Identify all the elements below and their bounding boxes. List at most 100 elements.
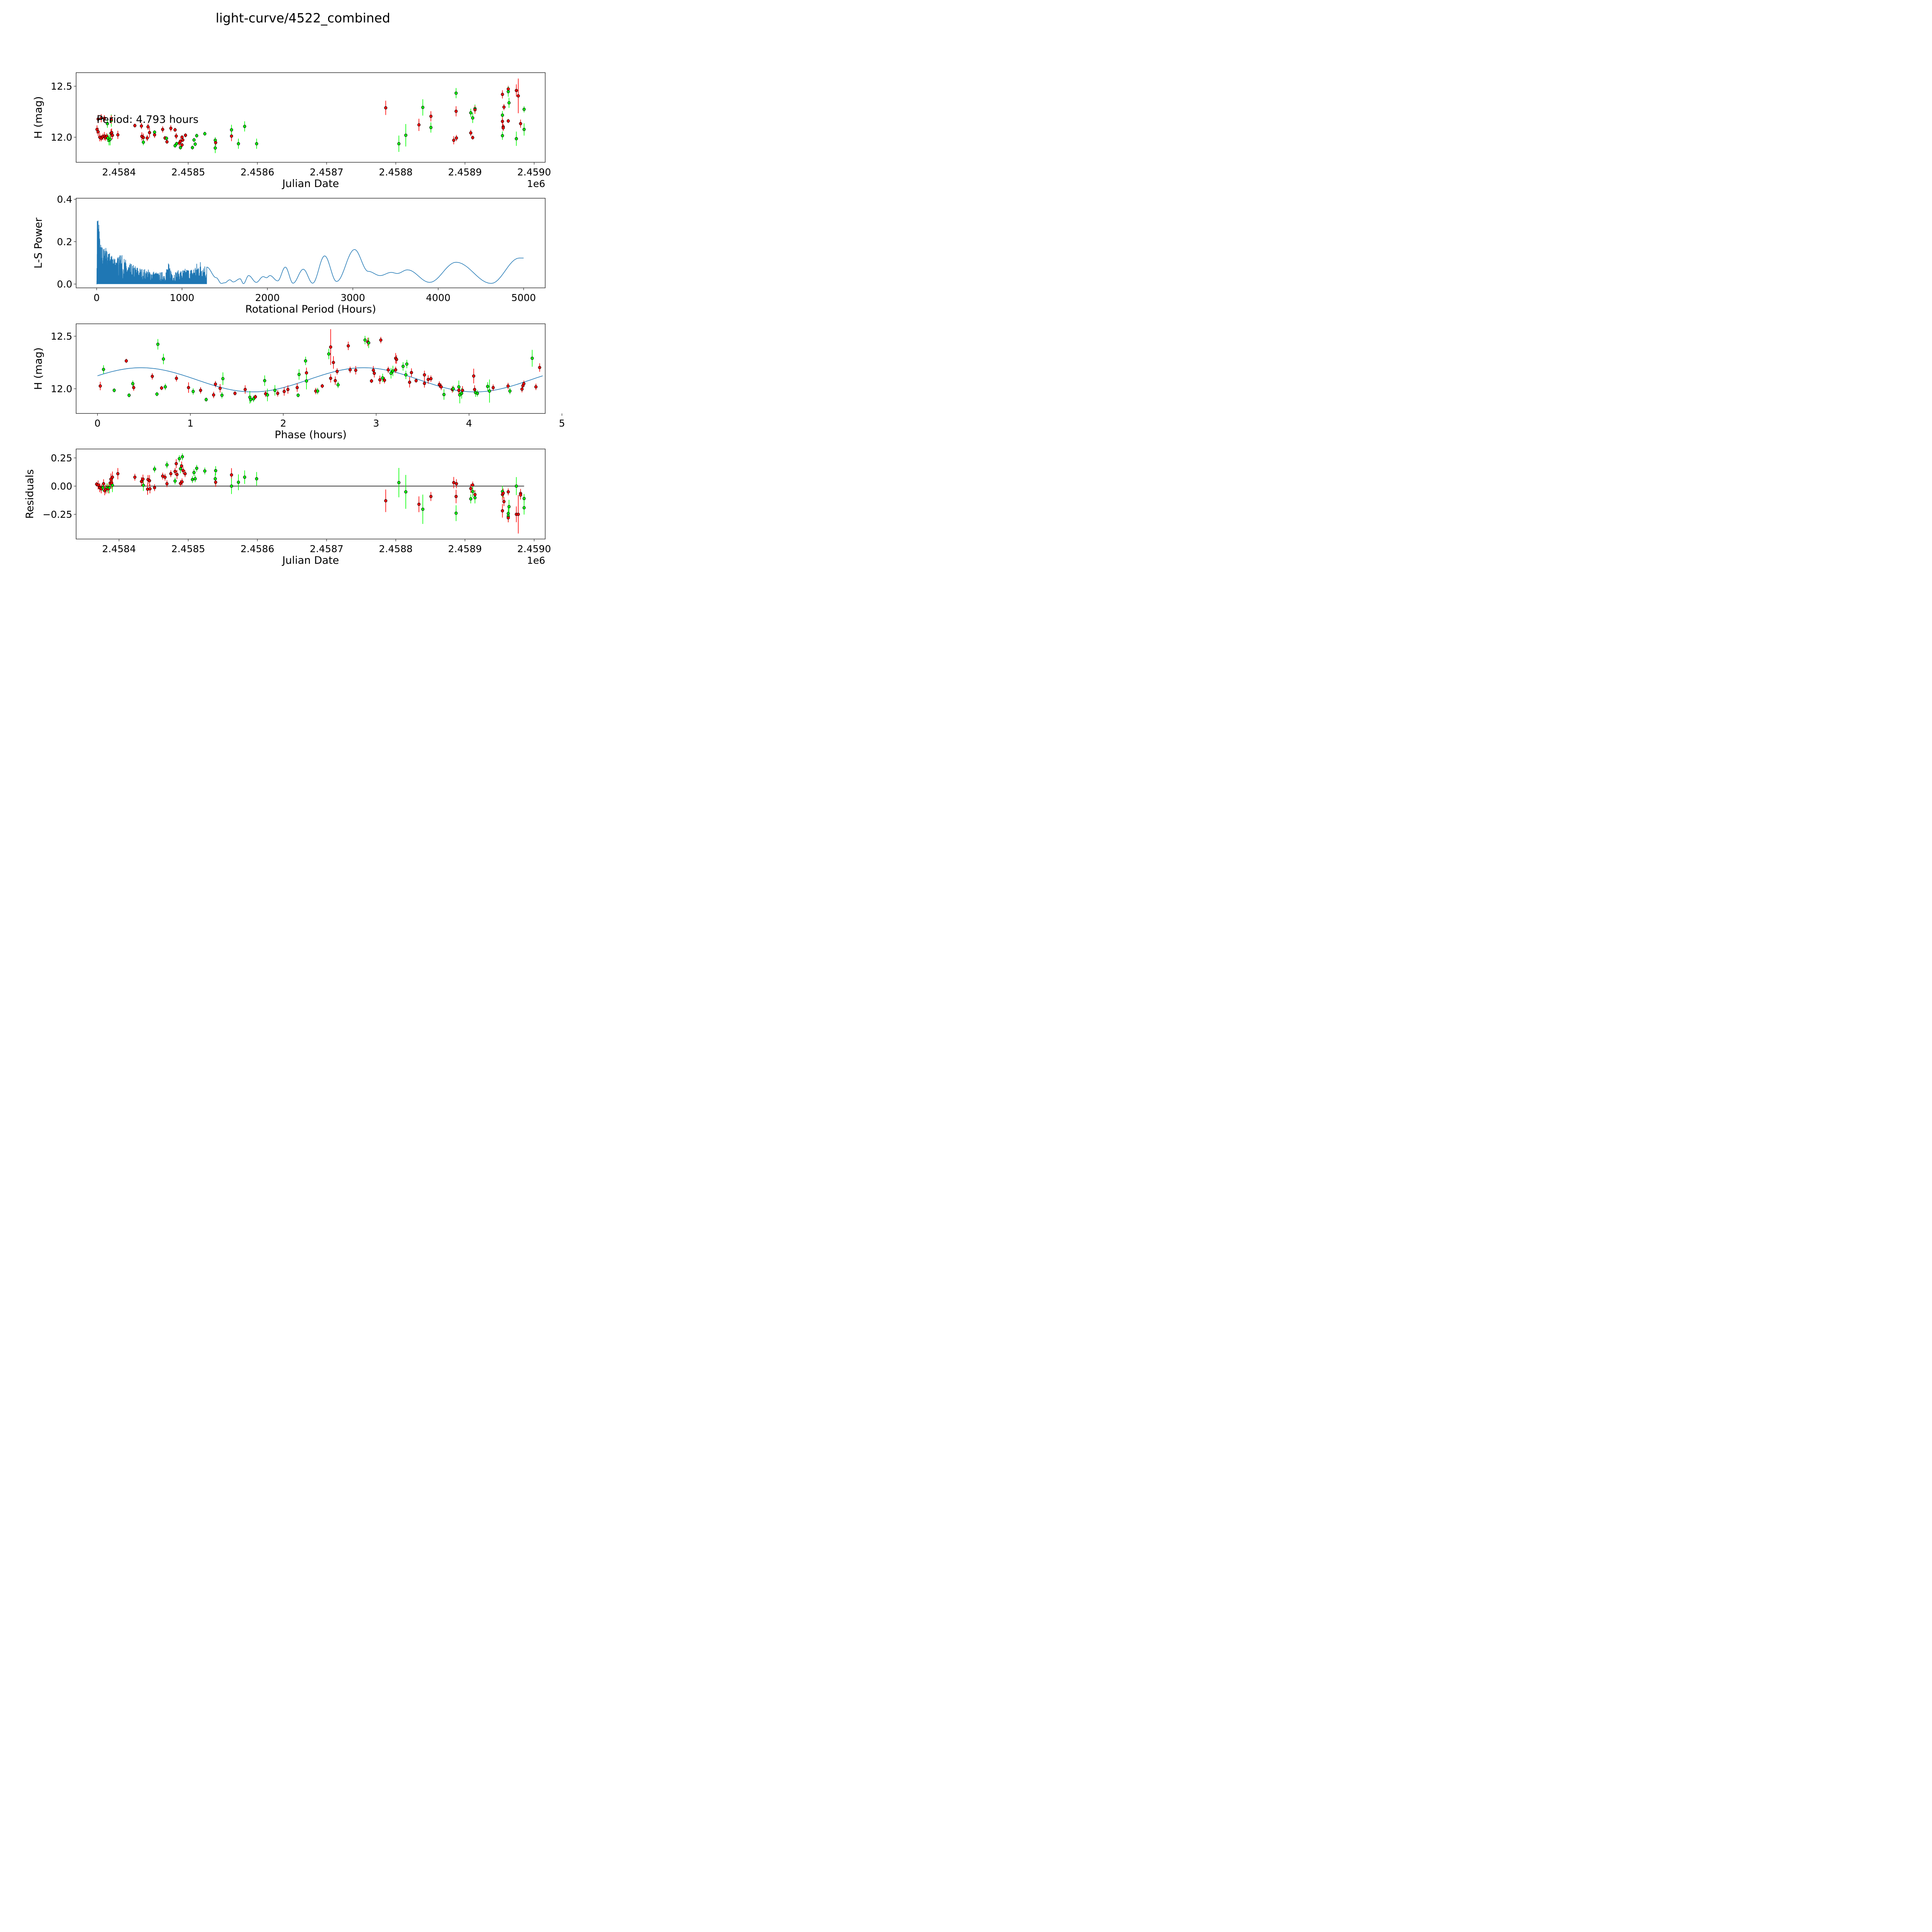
- data-point-red: [187, 386, 190, 389]
- data-point-red: [347, 344, 350, 348]
- data-point-red: [384, 499, 388, 503]
- y-axis-label: L-S Power: [32, 217, 44, 269]
- data-point-red: [502, 500, 506, 503]
- data-point-green: [178, 457, 181, 461]
- y-tick-label: 12.0: [51, 132, 72, 143]
- x-tick-label: 2.4587: [310, 167, 343, 178]
- data-point-red: [417, 123, 421, 127]
- data-point-green: [165, 136, 168, 140]
- x-tick-label: 2.4590: [517, 543, 551, 554]
- data-point-red: [109, 118, 113, 121]
- data-point-red: [174, 134, 178, 138]
- data-point-red: [214, 383, 217, 386]
- data-point-red: [506, 384, 510, 388]
- data-point-red: [408, 381, 412, 384]
- data-point-red: [110, 131, 114, 134]
- y-tick-label: 0.2: [57, 236, 72, 247]
- x-tick-label: 5000: [511, 292, 536, 303]
- data-point-green: [204, 398, 208, 401]
- x-axis-label: Julian Date: [282, 554, 339, 566]
- data-point-green: [273, 389, 277, 392]
- data-point-green: [230, 128, 233, 132]
- data-point-red: [454, 495, 458, 498]
- data-point-red: [111, 475, 114, 479]
- data-point-red: [502, 105, 506, 109]
- data-point-green: [173, 479, 177, 483]
- data-point-green: [515, 484, 518, 488]
- data-point-red: [472, 374, 475, 378]
- data-point-red: [148, 131, 151, 134]
- data-point-red: [133, 475, 137, 479]
- data-point-green: [507, 90, 510, 94]
- data-point-green: [397, 142, 401, 146]
- data-point-red: [180, 464, 184, 468]
- y-tick-label: 0.4: [57, 194, 72, 205]
- data-point-red: [320, 384, 324, 388]
- data-point-green: [507, 512, 510, 515]
- data-point-red: [160, 386, 163, 390]
- data-point-green: [105, 122, 109, 126]
- axes-frame: [76, 449, 546, 539]
- data-point-green: [469, 497, 473, 501]
- data-point-red: [454, 109, 458, 113]
- x-tick-label: 1000: [170, 292, 194, 303]
- data-point-red: [173, 470, 177, 473]
- data-point-red: [218, 386, 222, 390]
- data-point-green: [457, 385, 461, 389]
- data-point-green: [367, 341, 371, 345]
- data-point-green: [401, 365, 405, 368]
- data-point-green: [153, 467, 156, 471]
- data-point-green: [179, 146, 182, 150]
- data-point-red: [243, 388, 247, 391]
- data-point-red: [133, 124, 137, 128]
- data-point-green: [192, 471, 196, 474]
- y-tick-label: 12.5: [51, 331, 72, 342]
- data-point-green: [101, 486, 105, 490]
- data-point-red: [116, 472, 120, 476]
- data-point-red: [181, 138, 185, 142]
- data-point-red: [429, 495, 433, 498]
- data-point-red: [96, 130, 100, 134]
- data-point-red: [423, 373, 426, 377]
- plot-area: [97, 329, 543, 404]
- data-point-red: [395, 358, 398, 361]
- data-point-green: [108, 486, 111, 490]
- data-point-green: [486, 385, 490, 388]
- data-point-red: [173, 128, 177, 132]
- data-point-green: [243, 124, 247, 128]
- data-point-red: [502, 492, 505, 495]
- data-point-red: [515, 89, 518, 92]
- data-point-red: [116, 133, 120, 137]
- data-point-red: [394, 368, 398, 372]
- x-tick-label: 3: [373, 418, 379, 429]
- data-point-red: [212, 393, 215, 397]
- data-point-red: [99, 116, 103, 120]
- data-point-green: [194, 142, 197, 146]
- data-point-red: [386, 368, 390, 372]
- data-point-green: [471, 116, 474, 120]
- x-tick-label: 4: [466, 418, 472, 429]
- data-point-red: [439, 385, 443, 389]
- data-point-green: [127, 393, 131, 397]
- data-point-green: [469, 111, 473, 115]
- data-point-green: [162, 357, 165, 361]
- y-tick-label: 0.25: [51, 452, 72, 464]
- x-tick-label: 2.4584: [102, 543, 136, 554]
- y-tick-label: 12.5: [51, 81, 72, 92]
- data-point-green: [263, 379, 267, 383]
- data-point-green: [404, 373, 408, 377]
- x-tick-label: 0: [94, 418, 100, 429]
- periodogram-panel: 0 1000 2000 3000 4000 5000 0.0 0.2 0.4 Rotational…: [32, 194, 546, 315]
- data-point-green: [102, 367, 105, 371]
- data-point-red: [471, 483, 474, 487]
- data-point-green: [429, 126, 433, 129]
- data-point-green: [195, 466, 199, 470]
- data-point-green: [488, 389, 491, 393]
- data-point-red: [333, 379, 337, 383]
- data-point-red: [354, 369, 357, 372]
- y-axis-label: H (mag): [32, 347, 44, 390]
- data-point-red: [111, 133, 114, 137]
- data-point-red: [305, 371, 308, 375]
- data-point-red: [169, 472, 173, 476]
- data-point-green: [531, 357, 534, 360]
